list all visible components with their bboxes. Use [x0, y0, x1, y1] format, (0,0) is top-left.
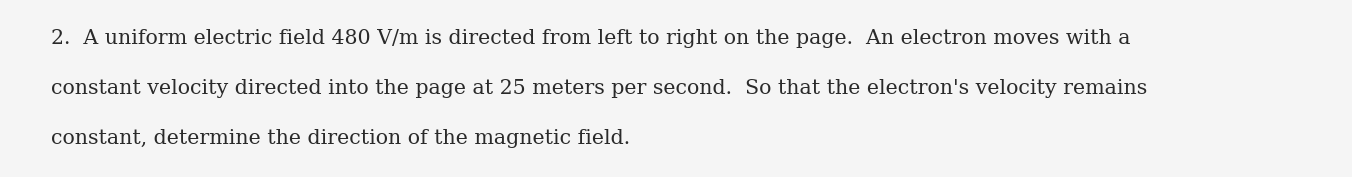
- Text: constant, determine the direction of the magnetic field.: constant, determine the direction of the…: [51, 129, 630, 148]
- Text: constant velocity directed into the page at 25 meters per second.  So that the e: constant velocity directed into the page…: [51, 79, 1148, 98]
- Text: 2.  A uniform electric field 480 V/m is directed from left to right on the page.: 2. A uniform electric field 480 V/m is d…: [51, 29, 1130, 48]
